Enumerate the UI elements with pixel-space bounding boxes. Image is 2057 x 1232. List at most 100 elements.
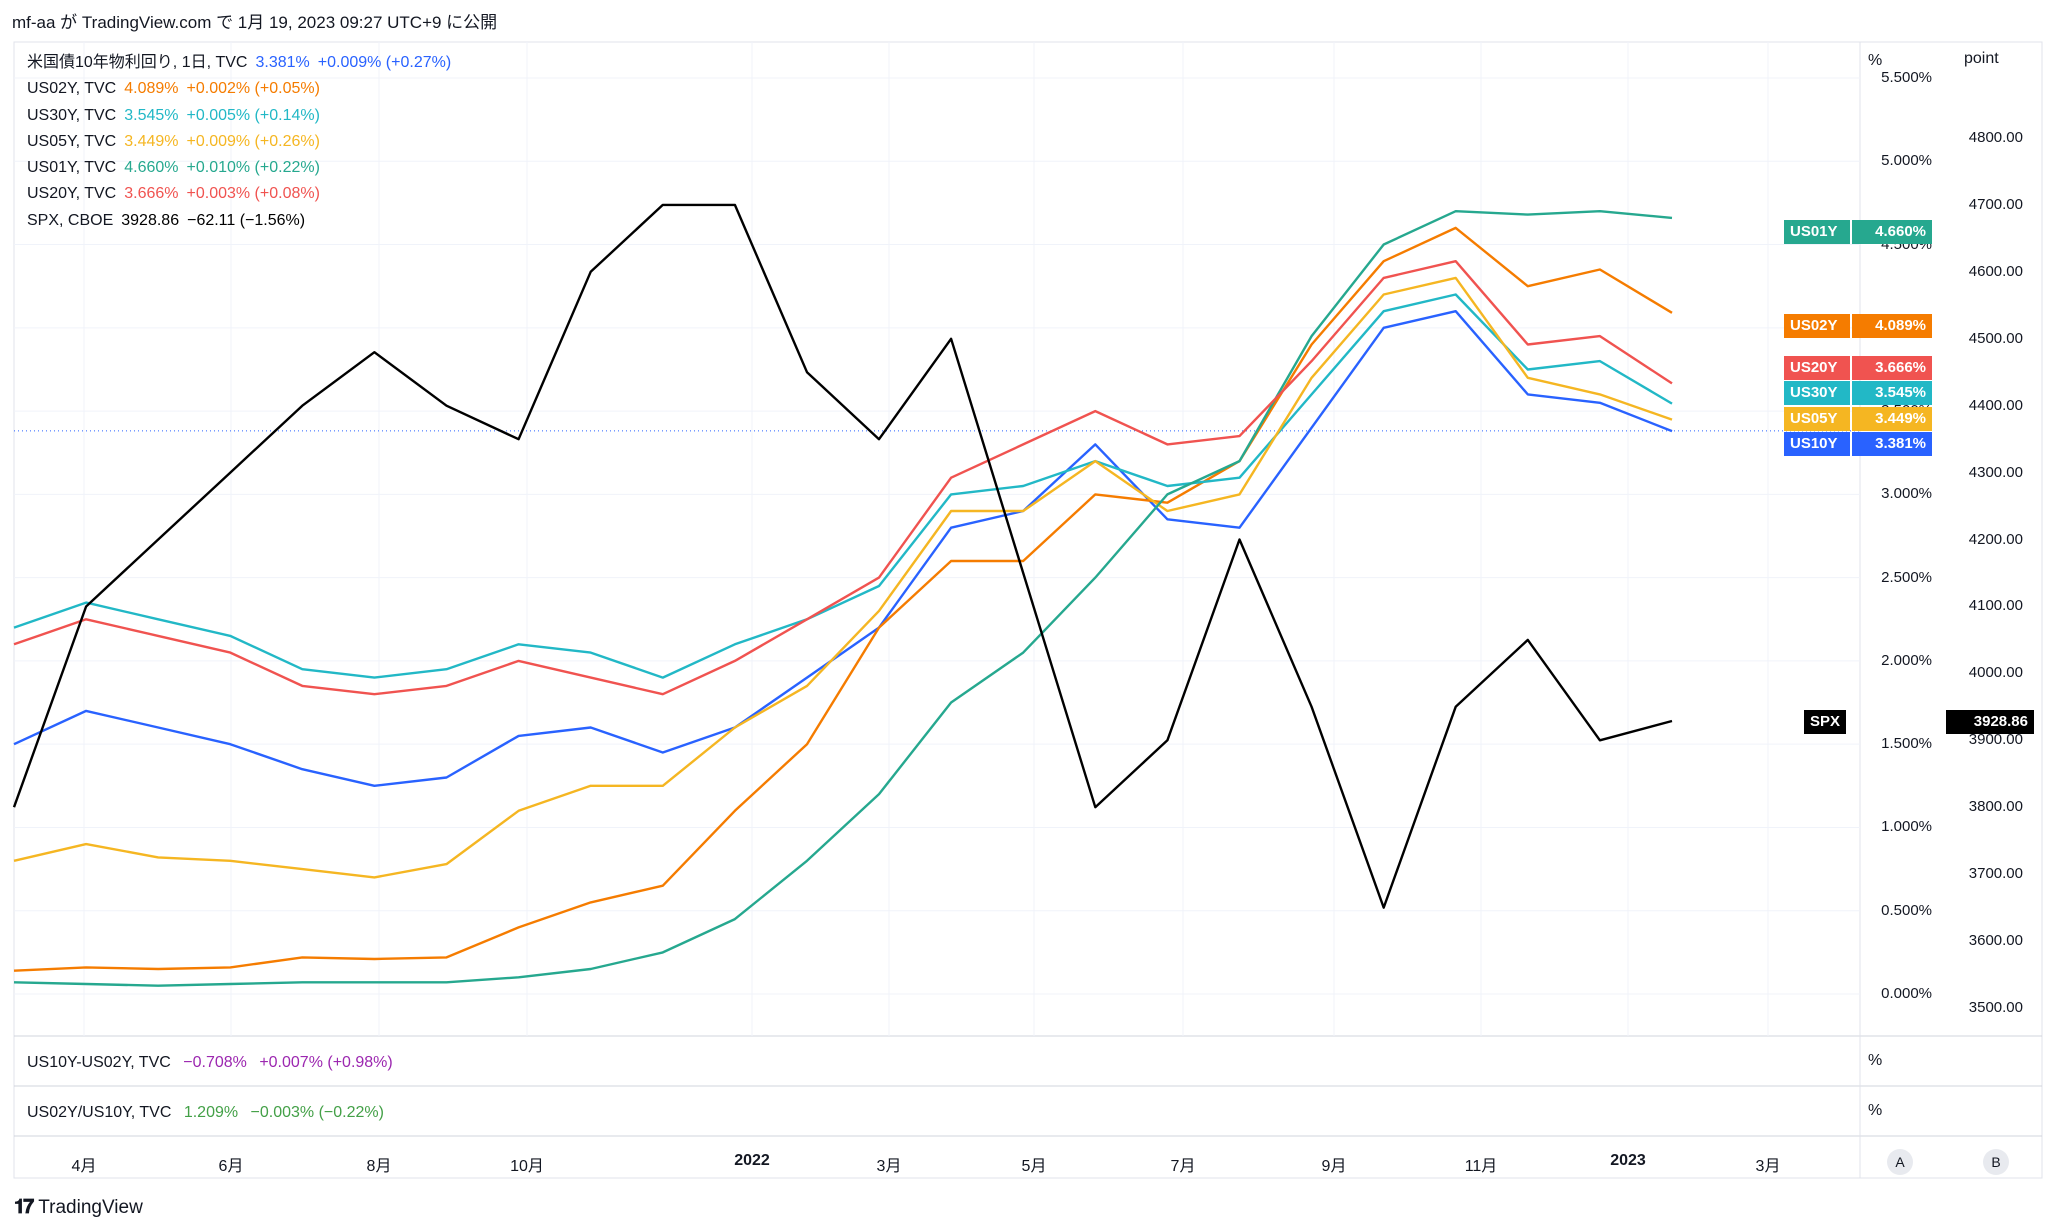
time-axis-tick: 8月 — [366, 1158, 392, 1175]
legend-name: SPX, CBOE — [27, 211, 114, 229]
right-axis-tick: 4500.00 — [1968, 329, 2023, 347]
right-axis-tick: 4700.00 — [1968, 195, 2023, 213]
price-tag-us30y-value: 3.545% — [1852, 381, 1932, 405]
series-line-us05y — [13, 276, 1673, 879]
legend-value: 3.381% — [255, 54, 310, 71]
left-axis-tick: 1.500% — [1881, 735, 1932, 753]
legend-name: US01Y, TVC — [27, 159, 117, 177]
time-axis-tick: 2022 — [734, 1152, 770, 1169]
legend-value: 3.666% — [124, 185, 179, 203]
left-axis-tick: 3.000% — [1881, 485, 1932, 503]
left-axis-tick: 5.500% — [1881, 69, 1932, 86]
legend-row[interactable]: 米国債10年物利回り, 1日, TVC 3.381% +0.009% (+0.27%… — [27, 50, 459, 76]
legend-row[interactable]: SPX, CBOE 3928.86 −62.11 (−1.56%) — [27, 208, 459, 234]
ratio-legend-name: US02Y/US10Y, TVC — [27, 1104, 172, 1121]
price-tag-spx-label: SPX — [1804, 710, 1847, 734]
spread-axis-unit: % — [1868, 1052, 1883, 1069]
left-axis-tick: 2.500% — [1881, 568, 1932, 586]
main-legend: 米国債10年物利回り, 1日, TVC 3.381% +0.009% (+0.27%… — [27, 50, 459, 234]
price-tag-us01y-label: US01Y — [1784, 220, 1850, 244]
legend-value: 3.449% — [124, 132, 179, 150]
left-axis-tick: 1.000% — [1881, 818, 1932, 836]
price-tag-us10y-value: 3.381% — [1852, 432, 1932, 456]
series-line-us30y — [13, 293, 1673, 679]
right-price-axis[interactable]: 4800.00 4700.00 4600.00 4500.00 4400.00 4300.… — [1945, 0, 2035, 1232]
ratio-legend-value: 1.209% — [183, 1104, 239, 1121]
right-axis-tick: 4600.00 — [1968, 262, 2023, 280]
left-axis-tick: 5.000% — [1881, 152, 1932, 170]
series-line-us10y — [13, 310, 1673, 787]
legend-value: 3.545% — [124, 106, 179, 124]
legend-change: +0.010% (+0.22%) — [186, 159, 320, 177]
left-price-axis[interactable]: 5.500%5.000%4.500%4.000%3.500%3.000%2.50… — [1830, 0, 1940, 1232]
chart-frame — [13, 41, 2043, 1179]
right-axis-tick: 4400.00 — [1968, 396, 2023, 414]
legend-name: US20Y, TVC — [27, 185, 117, 203]
legend-row[interactable]: US20Y, TVC 3.666% +0.003% (+0.08%) — [27, 181, 459, 207]
right-axis-tick: 4200.00 — [1968, 530, 2023, 548]
tradingview-logo-icon: 𝟏𝟕 — [14, 1196, 34, 1218]
footer-brand: 𝟏𝟕 TradingView — [14, 1196, 143, 1219]
price-tag-us02y-value: 4.089% — [1852, 314, 1932, 338]
legend-value: 4.089% — [124, 80, 179, 98]
legend-change: +0.009% (+0.27%) — [317, 54, 452, 71]
spread-legend-change: +0.007% (+0.98%) — [259, 1054, 393, 1071]
right-axis-tick: 4100.00 — [1968, 597, 2023, 615]
right-axis-tick: 4000.00 — [1968, 664, 2023, 682]
legend-change: +0.005% (+0.14%) — [186, 106, 320, 124]
right-axis-tick: 4800.00 — [1968, 129, 2023, 146]
left-axis-tick: 0.000% — [1881, 985, 1932, 1002]
series-line-spx — [12, 203, 1673, 909]
right-axis-tick: 3900.00 — [1968, 731, 2023, 749]
left-axis-unit: % — [1868, 52, 1883, 69]
footer-brand-label: TradingView — [38, 1196, 143, 1218]
price-tag-us10y-label: US10Y — [1784, 432, 1850, 456]
price-tag-spx-value: 3928.86 — [1946, 710, 2034, 734]
right-axis-tick: 3800.00 — [1968, 798, 2023, 816]
spread-legend: US10Y-US02Y, TVC −0.708% +0.007% (+0.98%… — [27, 1054, 401, 1072]
spread-legend-value: −0.708% — [183, 1054, 247, 1071]
log-scale-button[interactable]: B — [1983, 1149, 2009, 1175]
legend-name: US30Y, TVC — [27, 106, 117, 124]
time-axis-tick: 11月 — [1464, 1158, 1498, 1175]
legend-name: US05Y, TVC — [27, 132, 117, 150]
legend-row[interactable]: US02Y, TVC 4.089% +0.002% (+0.05%) — [27, 76, 459, 102]
legend-change: +0.009% (+0.26%) — [186, 132, 320, 150]
legend-name: 米国債10年物利回り, 1日, TVC — [27, 54, 248, 71]
legend-row[interactable]: US05Y, TVC 3.449% +0.009% (+0.26%) — [27, 129, 459, 155]
price-tag-us01y-value: 4.660% — [1852, 220, 1932, 244]
time-axis-tick: 7月 — [1170, 1158, 1196, 1175]
time-axis-tick: 3月 — [876, 1158, 902, 1175]
time-axis-tick: 4月 — [71, 1158, 97, 1175]
legend-change: +0.002% (+0.05%) — [186, 80, 320, 98]
price-tag-us30y-label: US30Y — [1784, 381, 1850, 405]
legend-change: +0.003% (+0.08%) — [186, 185, 320, 203]
price-tag-us02y-label: US02Y — [1784, 314, 1850, 338]
legend-value: 4.660% — [124, 159, 179, 177]
time-axis-tick: 2023 — [1610, 1152, 1646, 1169]
legend-change: −62.11 (−1.56%) — [187, 211, 306, 229]
legend-row[interactable]: US01Y, TVC 4.660% +0.010% (+0.22%) — [27, 155, 459, 181]
legend-name: US02Y, TVC — [27, 80, 117, 98]
ratio-axis-unit: % — [1868, 1102, 1883, 1119]
price-tag-us20y-label: US20Y — [1784, 356, 1850, 380]
time-axis-tick: 6月 — [218, 1158, 244, 1175]
left-axis-tick: 2.000% — [1881, 651, 1932, 669]
auto-scale-button[interactable]: A — [1887, 1149, 1913, 1175]
time-axis-tick: 3月 — [1755, 1158, 1781, 1175]
publish-info: mf-aa が TradingView.com で 1月 19, 2023 09… — [12, 13, 498, 32]
series-line-us02y — [13, 226, 1673, 972]
ratio-legend: US02Y/US10Y, TVC 1.209% −0.003% (−0.22%) — [27, 1104, 392, 1122]
legend-value: 3928.86 — [121, 211, 180, 229]
price-tag-us05y-value: 3.449% — [1852, 407, 1932, 431]
right-axis-tick: 4300.00 — [1968, 463, 2023, 481]
legend-row[interactable]: US30Y, TVC 3.545% +0.005% (+0.14%) — [27, 103, 459, 129]
series-line-us01y — [13, 209, 1673, 987]
spread-legend-name: US10Y-US02Y, TVC — [27, 1054, 171, 1071]
price-tag-us05y-label: US05Y — [1784, 407, 1850, 431]
right-axis-unit: point — [1964, 50, 1999, 67]
time-axis-tick: 10月 — [510, 1158, 544, 1175]
price-tag-us20y-value: 3.666% — [1852, 356, 1932, 380]
time-axis-tick: 5月 — [1021, 1158, 1047, 1175]
